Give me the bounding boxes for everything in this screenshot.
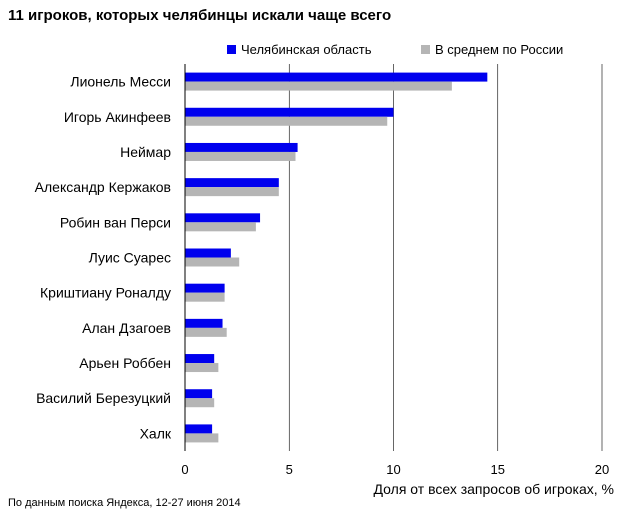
x-tick-label: 15: [491, 462, 505, 477]
bar-chelyabinsk: [185, 72, 488, 82]
category-label: Робин ван Перси: [60, 214, 171, 230]
bar-russia: [185, 398, 215, 408]
category-label: Луис Суарес: [89, 250, 171, 266]
category-label: Алан Дзагоев: [82, 320, 171, 336]
bar-chelyabinsk: [185, 178, 279, 188]
bar-chelyabinsk: [185, 213, 261, 223]
bar-russia: [185, 116, 388, 126]
x-tick-label: 5: [286, 462, 293, 477]
bar-chelyabinsk: [185, 424, 213, 434]
bars: [185, 72, 488, 443]
category-label: Игорь Акинфеев: [64, 109, 171, 125]
category-labels: Лионель Месси Игорь Акинфеев Неймар Алексан…: [35, 74, 172, 442]
chart-title: 11 игроков, которых челябинцы искали чащ…: [8, 7, 392, 24]
legend-label-chelyabinsk: Челябинская область: [241, 42, 372, 57]
bar-russia: [185, 151, 296, 161]
category-label: Неймар: [120, 144, 171, 160]
bar-chelyabinsk: [185, 107, 394, 117]
x-tick-label: 0: [181, 462, 188, 477]
bar-russia: [185, 363, 219, 373]
legend-swatch-russia: [421, 45, 430, 54]
bar-chelyabinsk: [185, 354, 215, 364]
x-axis-label: Доля от всех запросов об игроках, %: [374, 481, 614, 497]
category-label: Криштиану Роналду: [40, 285, 171, 301]
bar-russia: [185, 327, 227, 337]
bar-chelyabinsk: [185, 283, 225, 293]
bar-chelyabinsk: [185, 389, 213, 399]
bar-russia: [185, 81, 452, 91]
bar-russia: [185, 292, 225, 302]
bar-russia: [185, 257, 240, 267]
bar-chelyabinsk: [185, 248, 231, 258]
category-label: Арьен Роббен: [79, 355, 171, 371]
bar-chelyabinsk: [185, 318, 223, 328]
legend: Челябинская область В среднем по России: [227, 42, 563, 57]
gridlines: [288, 64, 603, 451]
category-label: Халк: [140, 425, 172, 441]
category-label: Лионель Месси: [70, 74, 171, 90]
legend-swatch-chelyabinsk: [227, 45, 236, 54]
category-label: Александр Кержаков: [35, 179, 171, 195]
legend-label-russia: В среднем по России: [435, 42, 563, 57]
x-tick-label: 20: [595, 462, 609, 477]
x-tick-label: 10: [386, 462, 400, 477]
bar-russia: [185, 433, 219, 443]
source-note: По данным поиска Яндекса, 12-27 июня 201…: [8, 497, 241, 509]
bar-chelyabinsk: [185, 142, 298, 152]
tick-labels: 0 5 10 15 20: [181, 462, 609, 477]
category-label: Василий Березуцкий: [36, 390, 171, 406]
bar-russia: [185, 222, 256, 232]
bar-russia: [185, 187, 279, 197]
